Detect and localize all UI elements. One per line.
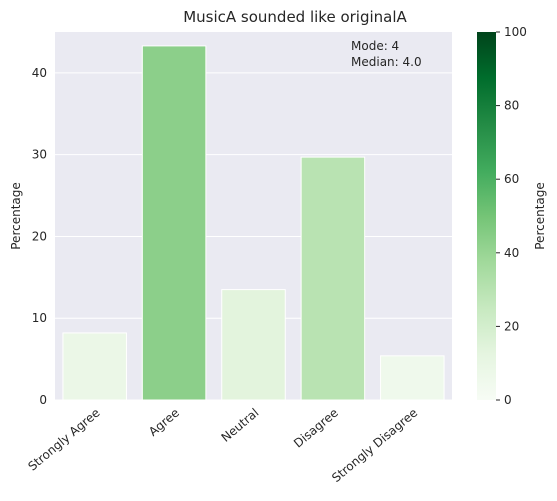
bar — [221, 289, 286, 401]
x-tick-label: Agree — [146, 406, 182, 439]
x-tick-label: Neutral — [218, 406, 261, 445]
colorbar-tick-label: 80 — [504, 99, 519, 113]
y-axis-ticks: 0 10 20 30 40 — [32, 66, 47, 407]
bar — [62, 332, 127, 401]
x-tick-label: Strongly Agree — [25, 406, 102, 474]
colorbar-tick-label: 20 — [504, 319, 519, 333]
colorbar-tick-label: 60 — [504, 172, 519, 186]
colorbar-ticks: 0 20 40 60 80 100 — [496, 25, 527, 407]
y-tick-label: 20 — [32, 229, 47, 243]
bars — [62, 45, 445, 401]
y-axis-label: Percentage — [9, 182, 23, 250]
colorbar-tick-label: 100 — [504, 25, 527, 39]
x-tick-label: Strongly Disagree — [329, 406, 420, 486]
colorbar — [477, 32, 496, 400]
y-tick-label: 0 — [39, 393, 47, 407]
y-tick-label: 10 — [32, 311, 47, 325]
stats-annotation: Mode: 4 Median: 4.0 — [351, 39, 422, 69]
bar — [141, 45, 207, 401]
y-tick-label: 40 — [32, 66, 47, 80]
y-tick-label: 30 — [32, 148, 47, 162]
colorbar-label: Percentage — [533, 182, 547, 250]
colorbar-tick-label: 0 — [504, 393, 512, 407]
colorbar-tick-label: 40 — [504, 246, 519, 260]
chart-title: MusicA sounded like originalA — [183, 8, 407, 26]
annotation-line: Mode: 4 — [351, 39, 399, 53]
annotation-line: Median: 4.0 — [351, 55, 422, 69]
x-axis-ticks: Strongly Agree Agree Neutral DisagreeStrong… — [25, 406, 420, 486]
bar — [380, 355, 445, 401]
bar — [300, 156, 366, 401]
x-tick-label: Disagree — [291, 406, 341, 451]
